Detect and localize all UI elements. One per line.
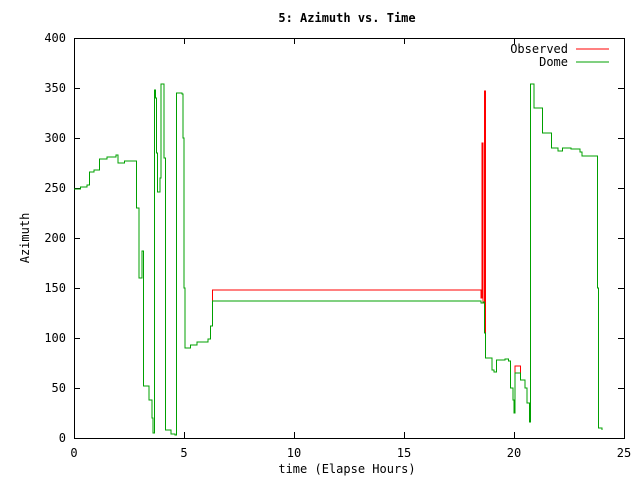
y-tick-label: 0 [59,431,66,445]
x-tick-label: 10 [287,446,301,460]
y-tick-label: 250 [44,181,66,195]
x-tick-label: 5 [180,446,187,460]
series-line-observed [74,83,603,436]
legend-label-dome: Dome [539,55,568,69]
x-tick-label: 15 [397,446,411,460]
y-tick-label: 100 [44,331,66,345]
y-tick-label: 350 [44,81,66,95]
series-layer [74,83,603,436]
y-tick-label: 200 [44,231,66,245]
x-axis-label: time (Elapse Hours) [278,462,415,476]
x-tick-label: 25 [617,446,631,460]
series-line-dome [74,83,603,436]
legend-label-observed: Observed [510,42,568,56]
y-tick-label: 400 [44,31,66,45]
y-tick-label: 300 [44,131,66,145]
y-axis-label: Azimuth [18,213,32,264]
x-tick-label: 20 [507,446,521,460]
x-tick-label: 0 [70,446,77,460]
y-tick-label: 150 [44,281,66,295]
y-tick-label: 50 [52,381,66,395]
chart-title: 5: Azimuth vs. Time [278,11,415,25]
